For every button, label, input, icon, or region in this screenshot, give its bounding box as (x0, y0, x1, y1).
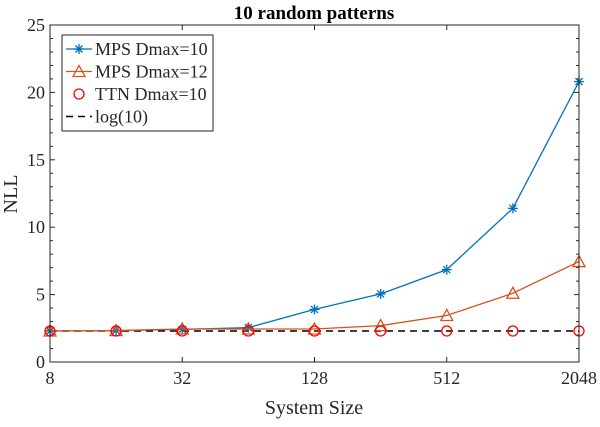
marker-stroke (376, 289, 385, 298)
x-tick-label: 128 (301, 368, 328, 388)
x-tick-label: 8 (46, 368, 55, 388)
marker-stroke (244, 323, 253, 332)
legend-label: MPS Dmax=10 (95, 39, 208, 59)
circle-marker (507, 325, 519, 337)
asterisk-marker (375, 288, 386, 299)
y-tick-label: 5 (36, 285, 45, 305)
y-tick-label: 20 (27, 82, 45, 102)
circle-marker (110, 325, 122, 337)
asterisk-marker (74, 44, 84, 54)
series-line (49, 260, 580, 332)
chart-title: 10 random patterns (234, 3, 394, 24)
legend-box (61, 34, 214, 132)
circle-marker (308, 325, 321, 337)
legend-label: log(10) (95, 107, 148, 128)
asterisk-marker (309, 304, 320, 315)
marker-stroke (442, 265, 451, 274)
circle-marker (242, 325, 255, 337)
legend-label: TTN Dmax=10 (95, 84, 207, 104)
y-axis-label: NLL (0, 175, 22, 214)
circle-marker (176, 325, 188, 337)
x-tick-label: 512 (433, 368, 460, 388)
triangle-marker (307, 321, 322, 335)
triangle-marker (241, 321, 256, 335)
x-tick-label: 2048 (561, 368, 597, 388)
y-tick-label: 10 (27, 217, 45, 237)
circle-marker (374, 325, 387, 337)
circle-marker (441, 325, 453, 337)
axes-box (49, 24, 580, 363)
triangle-marker (373, 318, 388, 332)
triangle-marker (439, 308, 454, 322)
triangle-marker (175, 321, 190, 335)
marker-stroke (508, 204, 517, 213)
y-tick-label: 15 (27, 150, 45, 170)
asterisk-marker (441, 264, 452, 275)
series-mps-dmax-12 (42, 254, 587, 337)
circle-marker (73, 88, 85, 100)
asterisk-marker (507, 203, 518, 214)
triangle-marker (71, 64, 87, 78)
x-tick-label: 32 (173, 368, 191, 388)
triangle-marker (505, 285, 520, 299)
legend-label: MPS Dmax=12 (95, 62, 208, 82)
y-tick-label: 0 (36, 352, 45, 372)
x-axis-label: System Size (265, 397, 363, 419)
y-tick-label: 25 (27, 15, 45, 35)
marker-stroke (310, 305, 319, 314)
marker-stroke (75, 45, 83, 53)
